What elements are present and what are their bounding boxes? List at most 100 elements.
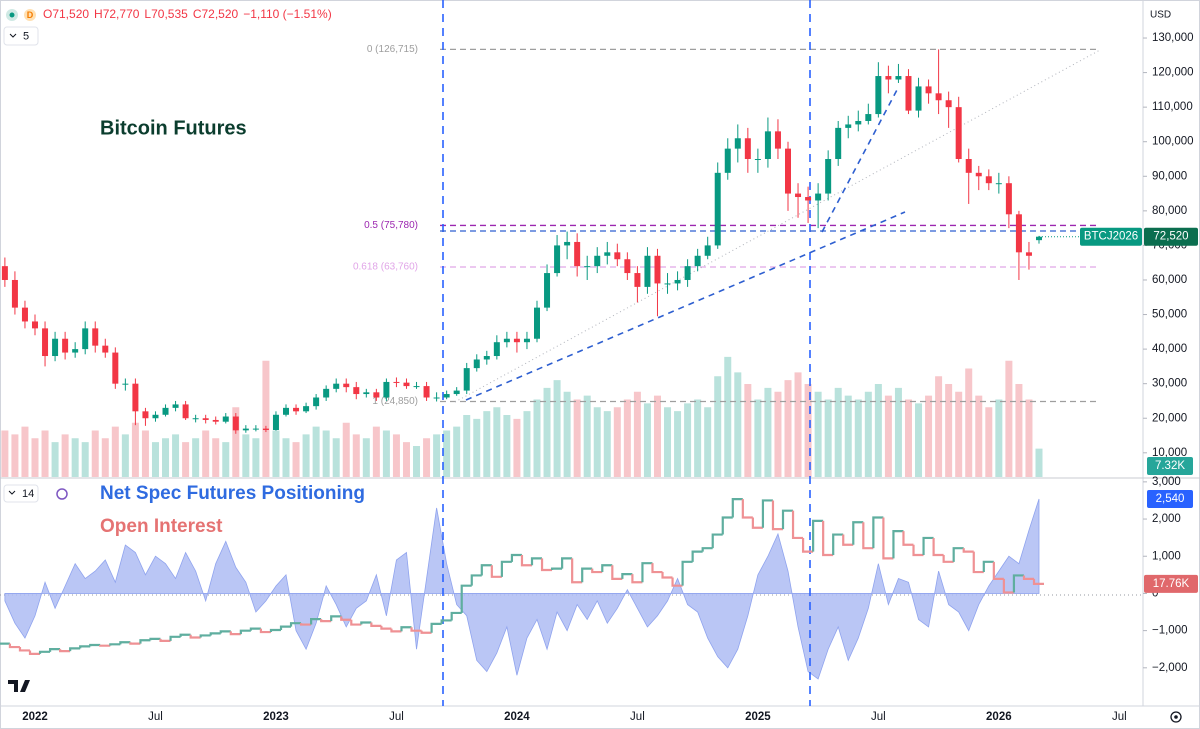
candle-body [413,386,420,388]
volume-bar [915,403,923,477]
volume-bar [945,384,953,477]
volume-bar [573,399,581,477]
volume-bar [332,438,340,477]
candle-body [734,138,741,149]
open-interest-step [801,537,814,553]
candle-body [383,381,390,398]
volume-bar [372,426,380,477]
candle-body [875,76,882,115]
candle-body [724,148,731,173]
open-interest-step [611,565,623,580]
volume-bar [352,434,360,477]
open-interest-step [370,622,382,628]
candle-body [232,416,239,431]
candle-body [544,273,551,308]
candle-body [272,414,279,430]
volume-bar [694,399,702,477]
candle-body [1036,236,1042,241]
open-interest-step [912,544,924,557]
volume-bar [724,356,732,477]
open-interest-step [109,643,121,646]
currency[interactable]: USD [1150,10,1171,21]
open-interest-step [299,623,312,626]
y-tick-label: 20,000 [1152,412,1187,424]
x-tick-label: Jul [871,711,886,723]
delay-icon[interactable] [24,9,36,21]
settings-icon[interactable] [1170,711,1182,723]
volume-bar [483,411,491,477]
pane-length: 14 [22,488,34,500]
open-interest-step [561,557,573,569]
x-tick-label: 2023 [263,711,289,723]
candle-body [754,159,761,160]
candle-body [112,352,119,384]
open-interest-step [751,517,763,529]
y2-tick-label: 3,000 [1152,476,1181,488]
volume-bar [212,438,220,477]
candle-body [423,386,430,398]
open-interest-step [1012,574,1024,593]
open-interest-step [119,641,131,645]
candle-body [644,255,651,287]
candle-body [122,383,129,385]
candle-body [72,349,79,353]
candle-body [433,397,440,399]
open-interest-step [219,630,231,634]
legend-open-interest: Open Interest [100,516,223,537]
candle-body [815,193,822,201]
indicator-icon[interactable] [56,488,68,500]
open-interest-step [872,516,884,549]
change: −1,110 (−1.51%) [243,7,332,21]
y-tick-label: 60,000 [1152,274,1187,286]
candle-body [162,407,169,415]
open-interest-step [982,560,994,573]
volume-bar [242,434,250,477]
candle-body [11,279,18,308]
open-interest-step [18,647,30,652]
candle-body [975,172,982,177]
volume-bar [101,438,109,477]
candle-body [714,172,721,246]
candle-body [252,428,259,430]
open-interest-step [169,635,181,641]
open-interest-step [761,499,773,528]
candle-body [915,86,922,111]
candle-body [895,76,902,80]
x-tick-label: 2022 [22,711,48,723]
ohlc-header: O71,520 H72,770 L70,535 C72,520 −1,110 (−1.5… [43,7,332,21]
open-interest-step [239,629,251,635]
trendline [465,211,906,401]
volume-bar [292,442,300,477]
candle-body [584,266,591,268]
open-interest-step [89,643,101,647]
indicator-toggle[interactable] [3,26,39,46]
pane-toggle[interactable] [3,484,39,503]
open-interest-step [550,567,563,570]
volume-bar [443,430,451,477]
volume-bar [523,411,531,477]
candle-body [574,241,581,267]
volume-bar [262,360,270,477]
volume-bar [633,391,641,477]
open-interest-step [721,516,733,535]
candle-body [885,76,892,80]
candle-body [212,419,219,422]
candle-body [172,404,179,408]
candle-body [52,338,59,357]
candle-body [925,86,932,94]
candle-body [785,148,791,194]
candle-body [82,328,89,350]
ohlc-value: H72,770 [94,7,140,21]
net-spec-area [4,498,1040,680]
candle-body [323,388,330,398]
logo[interactable] [8,680,30,692]
open-interest-step [310,617,322,625]
volume-bar [172,434,180,477]
candle-body [634,273,641,287]
volume-bar [342,422,350,477]
candle-body [313,397,320,407]
candle-body [283,407,289,415]
volume-bar [121,434,129,477]
candle-body [594,255,601,267]
volume-bar [1015,384,1023,477]
